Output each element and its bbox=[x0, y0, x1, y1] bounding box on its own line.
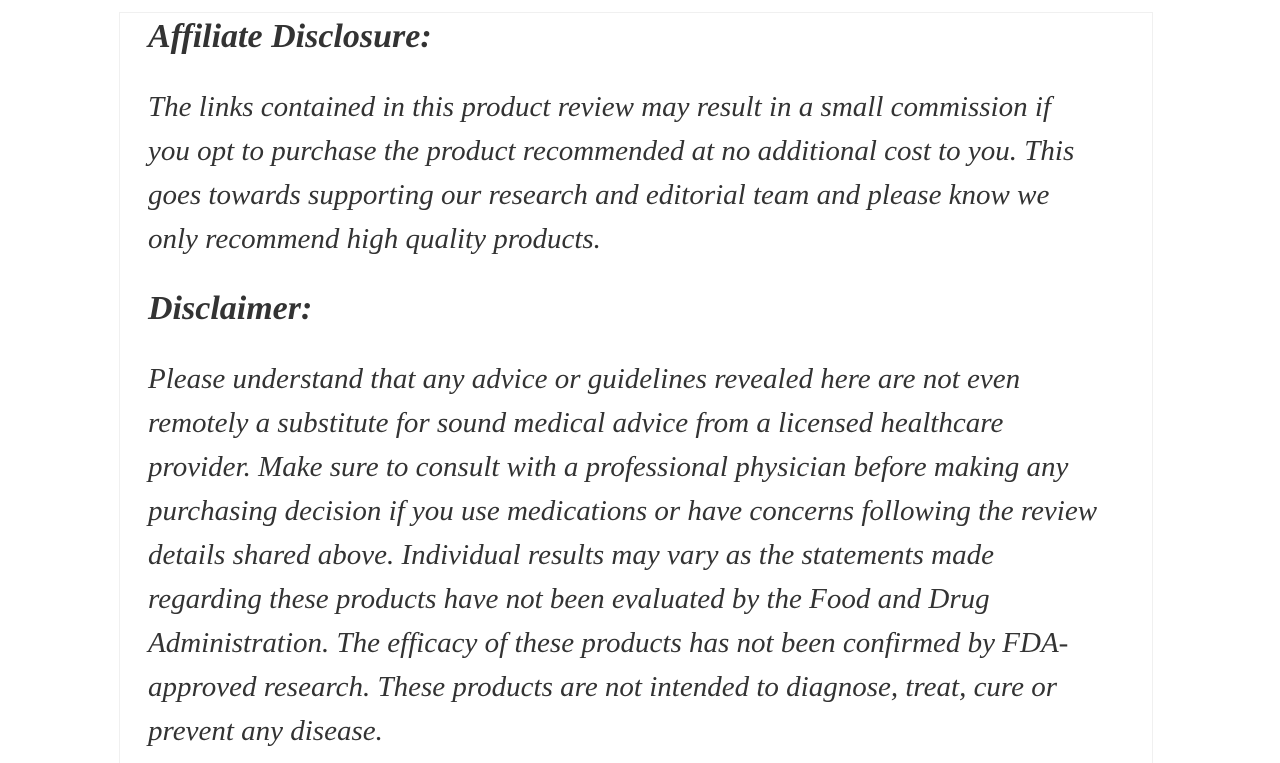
affiliate-disclosure-paragraph: The links contained in this product revi… bbox=[148, 91, 1075, 255]
disclaimer-paragraph: Please understand that any advice or gui… bbox=[148, 363, 1098, 747]
disclaimer-heading: Disclaimer: bbox=[148, 290, 313, 327]
article-content-card: Affiliate Disclosure: The links containe… bbox=[119, 12, 1153, 763]
affiliate-disclosure-section: Affiliate Disclosure: The links containe… bbox=[148, 15, 1152, 261]
disclaimer-section: Disclaimer: Please understand that any a… bbox=[148, 287, 1152, 753]
affiliate-disclosure-heading: Affiliate Disclosure: bbox=[148, 18, 432, 55]
